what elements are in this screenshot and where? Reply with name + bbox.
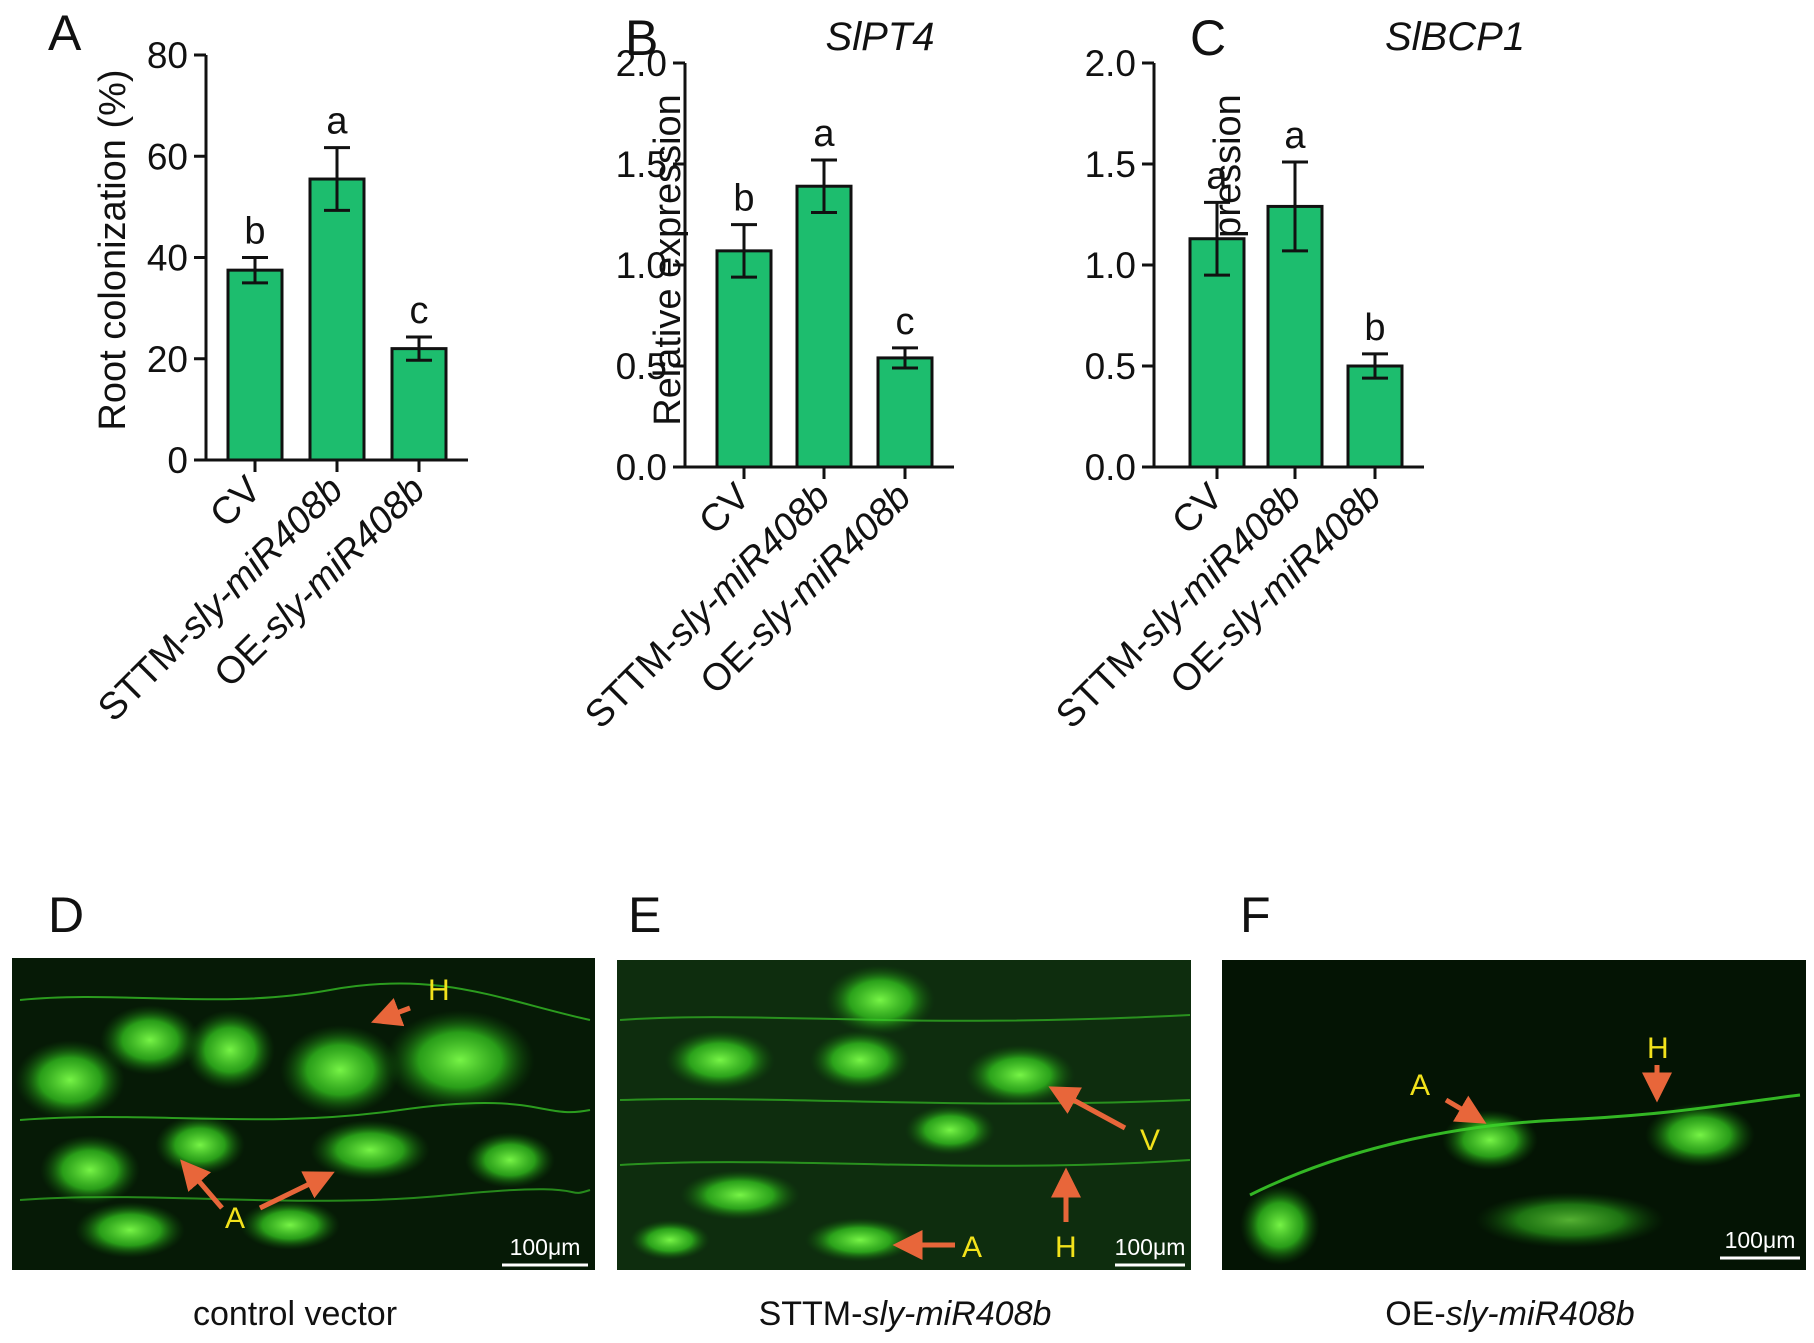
- micrograph-oe: F A H 100μm OE-sly-miR408b: [1222, 887, 1806, 1333]
- chart-slbcp1-expression: C SlBCP1 Relative expression 0.00.51.01.…: [1048, 10, 1525, 737]
- y-tick-label: 0.5: [1085, 346, 1136, 387]
- chart-root-colonization: A Root colonization (%) 020406080bCVaSTT…: [48, 5, 468, 730]
- significance-letter: b: [1364, 307, 1385, 349]
- bar: [390, 347, 448, 462]
- y-tick-label: 0.0: [616, 447, 667, 488]
- chart-title: SlPT4: [826, 15, 935, 59]
- bar: [226, 268, 284, 462]
- micrograph-control-vector: D H A 100μm control vector: [12, 887, 595, 1333]
- bar: [795, 184, 853, 469]
- scale-bar-label: 100μm: [1725, 1227, 1796, 1253]
- y-tick-label: 60: [147, 136, 188, 177]
- bar: [1346, 364, 1404, 469]
- arrow-v: [1048, 1086, 1127, 1131]
- y-axis-title: Root colonization (%): [92, 69, 134, 430]
- y-tick-label: 2.0: [1085, 43, 1136, 84]
- y-tick-label: 80: [147, 35, 188, 76]
- arrow-a: [1444, 1095, 1487, 1124]
- category-label: CV: [691, 475, 758, 542]
- fungal-structures: [1240, 1093, 1801, 1265]
- label-a: A: [225, 1202, 245, 1235]
- label-v: V: [1140, 1124, 1160, 1157]
- label-h: H: [428, 974, 450, 1007]
- significance-letter: a: [813, 113, 835, 155]
- caption: OE-sly-miR408b: [1385, 1295, 1634, 1333]
- y-tick-label: 40: [147, 238, 188, 279]
- label-a: A: [962, 1231, 982, 1264]
- significance-letter: a: [326, 101, 348, 143]
- y-tick-label: 0.5: [616, 346, 667, 387]
- bar: [308, 177, 366, 462]
- caption: control vector: [193, 1295, 397, 1333]
- scale-bar-label: 100μm: [1115, 1234, 1186, 1260]
- y-tick-label: 1.5: [616, 144, 667, 185]
- significance-letter: a: [1284, 115, 1306, 157]
- y-tick-label: 1.5: [1085, 144, 1136, 185]
- label-a: A: [1410, 1069, 1430, 1102]
- significance-letter: a: [1206, 155, 1228, 197]
- panel-letter-d: D: [48, 887, 84, 943]
- y-tick-label: 0: [167, 440, 188, 481]
- significance-letter: c: [410, 290, 429, 332]
- scale-bar-label: 100μm: [510, 1234, 581, 1260]
- bar: [715, 249, 773, 469]
- category-label: CV: [202, 468, 269, 535]
- panel-letter-f: F: [1240, 887, 1271, 943]
- label-h: H: [1055, 1231, 1077, 1264]
- panel-letter-b: B: [625, 10, 658, 66]
- micrograph-sttm: E V A H 100μm STTM-sly-miR408b: [617, 887, 1191, 1333]
- y-tick-label: 20: [147, 339, 188, 380]
- arrow-h: [370, 998, 411, 1027]
- significance-letter: b: [244, 211, 265, 253]
- arrow-a-left: [180, 1159, 224, 1210]
- bar: [876, 356, 934, 469]
- panel-letter-c: C: [1190, 10, 1226, 66]
- significance-letter: c: [896, 301, 915, 343]
- panel-letter-a: A: [48, 5, 82, 61]
- significance-letter: b: [733, 178, 754, 220]
- y-axis-title: Relative expression: [647, 94, 689, 426]
- y-tick-label: 2.0: [616, 43, 667, 84]
- fungal-structures: [619, 965, 1191, 1262]
- y-tick-label: 1.0: [1085, 245, 1136, 286]
- arrow-a-right: [258, 1171, 335, 1211]
- bar: [1188, 237, 1246, 469]
- fungal-structures: [15, 982, 591, 1258]
- caption: STTM-sly-miR408b: [759, 1295, 1052, 1333]
- chart-title: SlBCP1: [1385, 15, 1525, 59]
- chart-slpt4-expression: B SlPT4 Relative expression 0.0 0.5 1.0 1.5…: [577, 10, 954, 737]
- label-h: H: [1647, 1032, 1669, 1065]
- y-tick-label: 1.0: [616, 245, 667, 286]
- panel-letter-e: E: [628, 887, 661, 943]
- y-tick-label: 0.0: [1085, 447, 1136, 488]
